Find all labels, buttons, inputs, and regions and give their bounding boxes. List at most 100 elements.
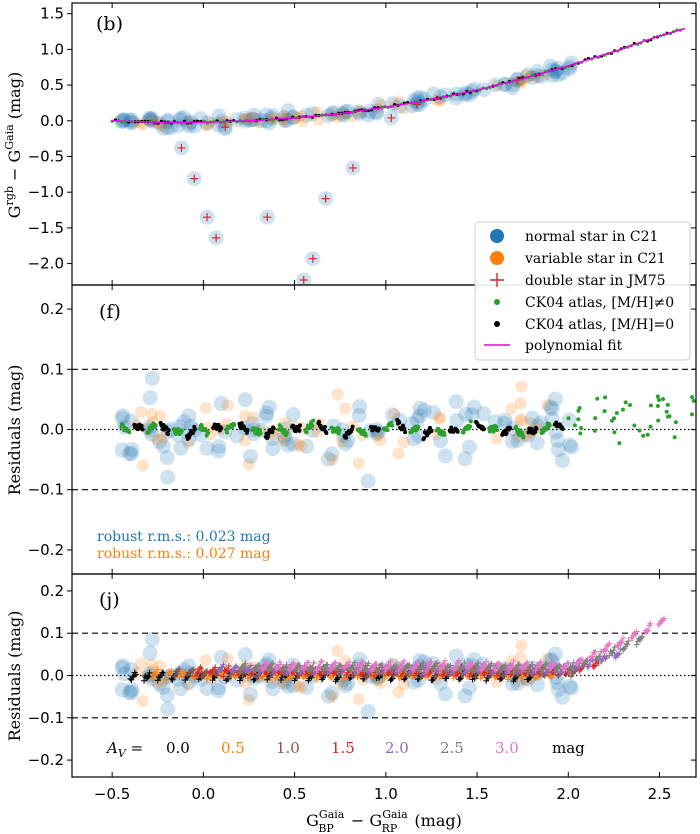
normal-star [562, 437, 578, 453]
ck04-residual-point [487, 429, 492, 434]
ck04-residual-point [689, 412, 694, 417]
ck04-residual-point [265, 434, 270, 439]
normal-star [265, 441, 281, 457]
normal-star [544, 401, 560, 417]
legend-marker-normal [490, 229, 504, 243]
ck04-residual-point [199, 422, 204, 427]
extinction-residual-point [174, 670, 181, 677]
extinction-residual-point [305, 659, 312, 666]
ck04-residual-point [579, 425, 584, 430]
extinction-residual-point [429, 665, 436, 672]
normal-star [124, 112, 140, 128]
extinction-residual-point [485, 674, 492, 681]
normal-star [299, 438, 315, 454]
ck04-residual-point [324, 431, 329, 436]
extinction-residual-point [601, 646, 608, 653]
extinction-residual-point [555, 661, 562, 668]
legend-label-double: double star in JM75 [525, 273, 666, 289]
normal-star [476, 82, 492, 98]
normal-star [242, 448, 258, 464]
ck04-residual-point [322, 424, 327, 429]
extinction-residual-point [549, 672, 556, 679]
extinction-residual-point [568, 664, 575, 671]
variable-star [239, 434, 252, 447]
extinction-residual-point [616, 650, 623, 657]
extinction-residual-point [432, 660, 439, 667]
ck04-residual-point [592, 428, 597, 433]
extinction-residual-point [460, 664, 467, 671]
ck04-residual-point [691, 398, 696, 403]
extinction-residual-point [277, 661, 284, 668]
extinction-residual-point [182, 677, 189, 684]
extinction-residual-point [484, 666, 491, 673]
ck04-residual-point [363, 433, 368, 438]
extinction-residual-point [401, 657, 408, 664]
ck04-residual-point [595, 396, 600, 401]
extinction-residual-point [220, 673, 227, 680]
ck04-residual-point [206, 430, 211, 435]
ck04-residual-point [336, 431, 341, 436]
normal-star [229, 112, 245, 128]
normal-star [360, 473, 376, 489]
ck04-residual-point [667, 414, 672, 419]
normal-star [280, 679, 296, 695]
normal-star [115, 112, 131, 128]
ck04-residual-point [665, 402, 670, 407]
normal-star [416, 402, 432, 418]
extinction-residual-point [456, 676, 463, 683]
ck04-residual-point [661, 397, 666, 402]
extinction-residual-point [295, 662, 302, 669]
extinction-residual-point [309, 664, 316, 671]
y-tick-label: 0.5 [40, 76, 64, 94]
extinction-residual-point [563, 663, 570, 670]
extinction-residual-point [308, 665, 315, 672]
y-axis-title-f: Residuals (mag) [5, 365, 24, 496]
ck04-residual-point [514, 424, 519, 429]
panel-label-f: (f) [99, 301, 121, 323]
extinction-residual-point [532, 674, 539, 681]
variable-star [515, 639, 528, 652]
normal-star [276, 110, 292, 126]
extinction-residual-point [505, 676, 512, 683]
variable-star [490, 432, 503, 445]
normal-star [352, 398, 368, 414]
variable-star [514, 397, 527, 410]
extinction-residual-point [149, 676, 156, 683]
extinction-residual-point [145, 673, 152, 680]
normal-star [155, 438, 171, 454]
ck04-residual-point [271, 426, 276, 431]
extinction-residual-point [483, 658, 490, 665]
ck04-residual-point [521, 435, 526, 440]
normal-star [542, 399, 558, 415]
ck04-residual-point [664, 409, 669, 414]
y-tick-label: −0.5 [28, 147, 64, 165]
variable-star [516, 414, 529, 427]
ck04-residual-point [637, 428, 642, 433]
variable-star [392, 447, 405, 460]
variable-star [374, 677, 387, 690]
double-star-marker [263, 213, 272, 222]
extinction-residual-point [291, 661, 298, 668]
ck04-residual-point [270, 430, 275, 435]
variable-star [135, 657, 148, 670]
extinction-residual-point [508, 663, 515, 670]
x-tick-label: 0.5 [283, 785, 307, 803]
extinction-residual-point [551, 660, 558, 667]
extinction-residual-point [471, 675, 478, 682]
variable-star [388, 408, 401, 421]
extinction-residual-point [401, 676, 408, 683]
normal-star [299, 679, 315, 695]
normal-star [320, 451, 336, 467]
extinction-residual-point [375, 667, 382, 674]
ck04-residual-point [282, 427, 287, 432]
extinction-residual-point [523, 660, 530, 667]
extinction-residual-point [633, 641, 640, 648]
extinction-unit: mag [552, 739, 585, 757]
extinction-residual-point [354, 667, 361, 674]
extinction-residual-point [385, 661, 392, 668]
extinction-residual-point [608, 650, 615, 657]
ck04-residual-point [602, 409, 607, 414]
extinction-residual-point [414, 670, 421, 677]
normal-star [229, 428, 245, 444]
y-tick-label: −0.1 [28, 709, 64, 727]
